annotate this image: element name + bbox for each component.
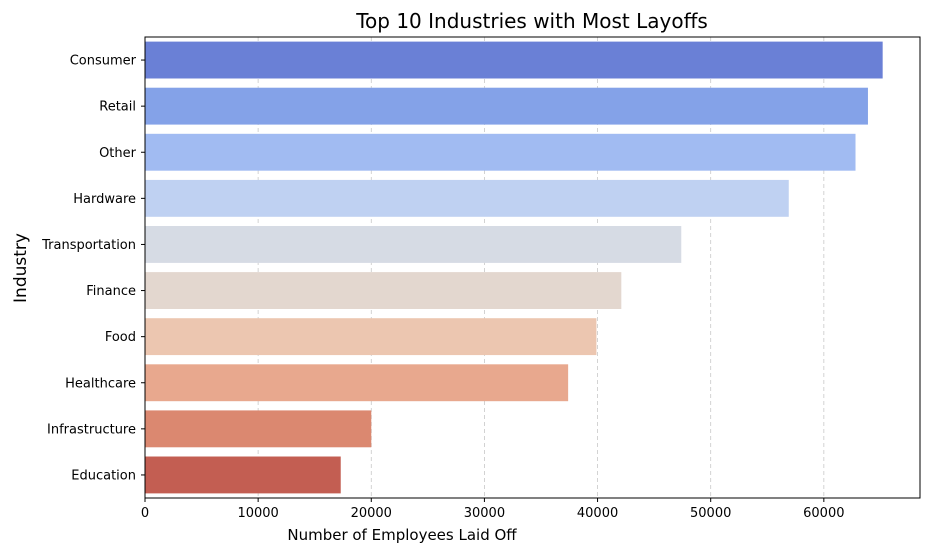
x-tick-label: 20000: [351, 506, 392, 521]
y-tick-label: Infrastructure: [47, 422, 136, 437]
y-axis-ticks: Consumer Retail Other Hardware Transportatio…: [41, 54, 145, 484]
y-tick-label: Retail: [99, 100, 136, 115]
x-tick-label: 60000: [803, 506, 844, 521]
bar-healthcare: [145, 364, 568, 401]
x-tick-label: 30000: [464, 506, 505, 521]
x-tick-label: 40000: [577, 506, 618, 521]
bar-food: [145, 318, 596, 355]
y-tick-label: Healthcare: [65, 376, 136, 391]
bar-retail: [145, 88, 868, 125]
x-tick-label: 10000: [237, 506, 278, 521]
bar-transportation: [145, 226, 681, 263]
y-tick-label: Transportation: [41, 238, 136, 253]
x-tick-label: 0: [141, 506, 149, 521]
bar-infrastructure: [145, 410, 371, 447]
bar-hardware: [145, 180, 789, 217]
chart-title: Top 10 Industries with Most Layoffs: [355, 9, 708, 33]
bar-consumer: [145, 42, 883, 79]
bar-education: [145, 457, 341, 494]
y-axis-label: Industry: [11, 233, 31, 303]
y-tick-label: Hardware: [73, 192, 136, 207]
y-tick-label: Food: [105, 330, 136, 345]
y-tick-label: Consumer: [70, 54, 137, 69]
y-tick-label: Education: [71, 468, 136, 483]
x-tick-label: 50000: [690, 506, 731, 521]
bar-finance: [145, 272, 621, 309]
bars: [145, 42, 883, 494]
x-axis-ticks: 0 10000 20000 30000 40000 50000 60000: [141, 498, 845, 521]
y-tick-label: Finance: [86, 284, 136, 299]
x-axis-label: Number of Employees Laid Off: [287, 526, 517, 544]
y-tick-label: Other: [99, 146, 137, 161]
bar-other: [145, 134, 856, 171]
